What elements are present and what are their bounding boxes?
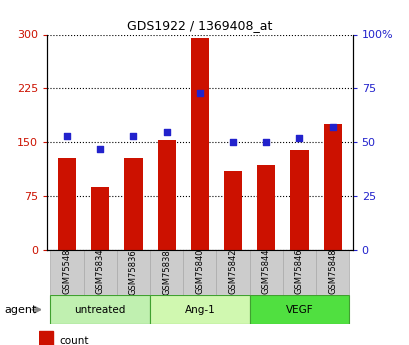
Text: GSM75548: GSM75548 bbox=[63, 249, 72, 294]
Point bbox=[163, 129, 170, 134]
Text: GSM75840: GSM75840 bbox=[195, 249, 204, 294]
Bar bbox=[117, 250, 150, 295]
Point bbox=[64, 133, 70, 139]
Point bbox=[262, 139, 269, 145]
Bar bbox=[323, 124, 341, 250]
Text: GSM75836: GSM75836 bbox=[129, 249, 138, 295]
Bar bbox=[315, 250, 348, 295]
Bar bbox=[150, 250, 183, 295]
Point bbox=[229, 139, 236, 145]
Text: count: count bbox=[60, 336, 89, 345]
Text: GSM75848: GSM75848 bbox=[327, 249, 336, 295]
Bar bbox=[150, 295, 249, 324]
Bar bbox=[58, 158, 76, 250]
Bar bbox=[223, 171, 242, 250]
Bar bbox=[249, 295, 348, 324]
Text: GSM75842: GSM75842 bbox=[228, 249, 237, 294]
Bar bbox=[50, 295, 150, 324]
Text: untreated: untreated bbox=[74, 305, 126, 315]
Text: GSM75838: GSM75838 bbox=[162, 249, 171, 295]
Bar bbox=[249, 250, 282, 295]
Bar bbox=[39, 331, 53, 345]
Point bbox=[328, 125, 335, 130]
Text: VEGF: VEGF bbox=[285, 305, 312, 315]
Bar bbox=[282, 250, 315, 295]
Bar bbox=[256, 165, 275, 250]
Text: GSM75834: GSM75834 bbox=[96, 249, 105, 295]
Text: GSM75844: GSM75844 bbox=[261, 249, 270, 294]
Point bbox=[295, 135, 302, 141]
Text: Ang-1: Ang-1 bbox=[184, 305, 215, 315]
Point bbox=[196, 90, 203, 96]
Text: GSM75846: GSM75846 bbox=[294, 249, 303, 295]
Text: agent: agent bbox=[4, 305, 36, 315]
Point bbox=[97, 146, 103, 151]
Bar bbox=[157, 140, 175, 250]
Bar bbox=[216, 250, 249, 295]
Bar bbox=[290, 149, 308, 250]
Point bbox=[130, 133, 137, 139]
Bar bbox=[183, 250, 216, 295]
Bar bbox=[83, 250, 117, 295]
Bar bbox=[124, 158, 142, 250]
Bar bbox=[91, 187, 109, 250]
Title: GDS1922 / 1369408_at: GDS1922 / 1369408_at bbox=[127, 19, 272, 32]
Bar bbox=[190, 38, 209, 250]
Bar bbox=[50, 250, 83, 295]
